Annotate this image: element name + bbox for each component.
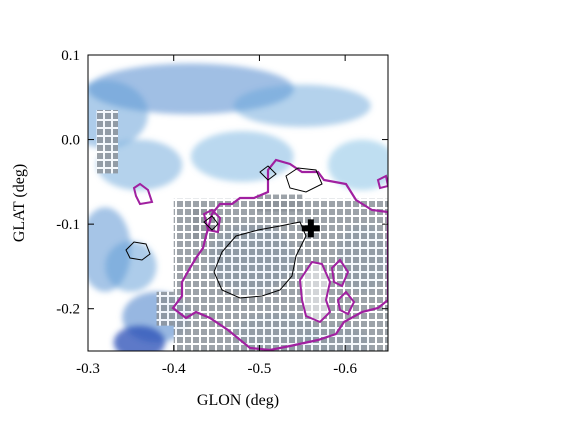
mask-hole-contour-1 xyxy=(298,260,332,324)
plot-frame xyxy=(87,54,389,352)
mask-boundary-contour xyxy=(171,158,388,351)
plot-area xyxy=(88,55,388,351)
intensity-contour-main xyxy=(213,221,307,299)
mask-boundary-contour-left xyxy=(202,208,222,234)
mask-boundary-contour-small xyxy=(132,182,154,206)
mask-hole-contour-3 xyxy=(336,290,356,316)
y-axis-label: GLAT (deg) xyxy=(11,164,28,242)
axis-ticks: -0.3 -0.4 -0.5 -0.6 0.1 0.0 -0.1 -0.2 xyxy=(56,48,388,377)
emission-blob-4 xyxy=(190,131,294,182)
y-tick-label: -0.2 xyxy=(56,302,80,318)
x-tick-label: -0.3 xyxy=(76,361,100,377)
intensity-contour-top xyxy=(285,167,323,193)
x-tick-label: -0.6 xyxy=(333,361,357,377)
y-tick-label: 0.1 xyxy=(61,48,80,64)
x-tick-label: -0.5 xyxy=(248,361,272,377)
intensity-contour-left xyxy=(125,241,151,261)
source-marker-cross xyxy=(301,219,320,238)
emission-blob-13 xyxy=(328,139,388,191)
intensity-contour-small xyxy=(259,165,277,181)
y-tick-label: 0.0 xyxy=(61,133,80,149)
x-axis-label: GLON (deg) xyxy=(197,392,279,409)
x-tick-label: -0.4 xyxy=(162,361,186,377)
masked-region-3 xyxy=(156,291,174,326)
mask-hole-contour-2 xyxy=(330,258,350,288)
masked-region-4 xyxy=(96,109,118,174)
emission-blob-8 xyxy=(113,325,166,351)
masked-region-1 xyxy=(255,194,303,212)
mask-boundary-contour-right xyxy=(376,174,388,190)
emission-blob-6 xyxy=(105,241,157,292)
intensity-contour-small-2 xyxy=(203,215,219,231)
emission-blob-2 xyxy=(233,84,371,127)
y-tick-label: -0.1 xyxy=(56,217,80,233)
marker-layer xyxy=(301,219,320,238)
